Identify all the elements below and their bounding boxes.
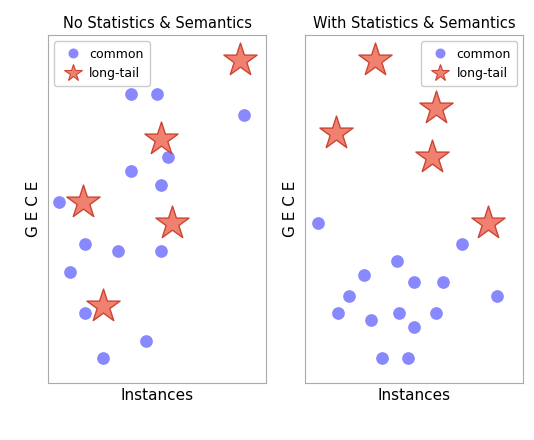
Point [432,105,441,112]
Point [240,112,248,119]
Point [114,247,122,254]
Point [360,271,368,279]
Point [432,310,441,317]
Point [164,153,172,160]
Point [81,240,89,247]
Point [81,310,89,317]
Point [484,220,493,227]
Point [410,279,419,286]
Point [410,324,419,331]
Point [153,91,161,98]
Point [98,303,107,310]
Point [493,292,501,299]
Point [314,220,323,227]
Point [404,355,412,362]
Point [142,337,151,345]
Point [235,56,244,63]
Point [428,153,436,160]
Y-axis label: G E C E: G E C E [284,181,299,237]
Point [458,240,467,247]
Point [157,181,166,188]
Point [66,268,74,275]
Point [395,310,403,317]
Point [378,355,386,362]
Point [371,56,379,63]
Point [438,279,447,286]
Legend: common, long-tail: common, long-tail [421,41,517,86]
Title: No Statistics & Semantics: No Statistics & Semantics [62,16,252,31]
Point [54,198,63,205]
Point [157,247,166,254]
Title: With Statistics & Semantics: With Statistics & Semantics [313,16,516,31]
Point [392,257,401,264]
Point [332,129,340,136]
Point [344,292,353,299]
Point [168,220,177,227]
X-axis label: Instances: Instances [378,389,451,403]
Point [157,136,166,143]
Point [127,167,135,174]
Point [366,317,375,324]
Point [334,310,342,317]
X-axis label: Instances: Instances [121,389,194,403]
Point [98,355,107,362]
Point [78,198,87,205]
Legend: common, long-tail: common, long-tail [54,41,150,86]
Y-axis label: G E C E: G E C E [26,181,41,237]
Point [127,91,135,98]
